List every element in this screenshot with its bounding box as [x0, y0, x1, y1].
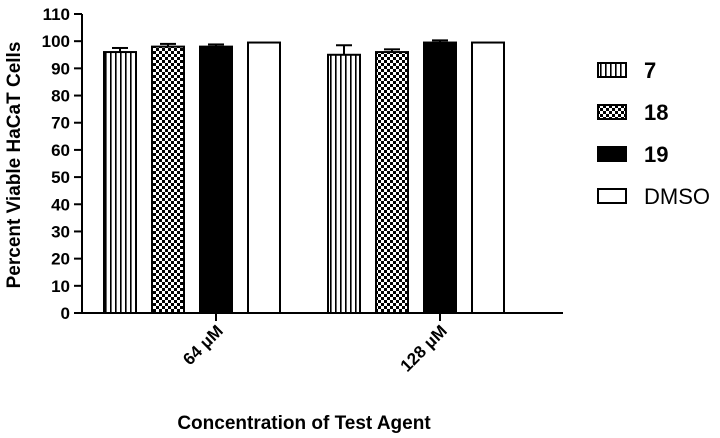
bar-18-64: [151, 45, 185, 314]
y-tick-label: 0: [61, 304, 70, 323]
y-tick-label: 30: [51, 222, 70, 241]
legend-swatch-19: [597, 146, 627, 162]
x-tick-label: 128 μM: [397, 321, 451, 375]
y-tick-label: 60: [51, 141, 70, 160]
x-ticks: 64 μM 128 μM: [179, 313, 451, 376]
legend-swatch-7: [597, 62, 627, 78]
y-tick-label: 20: [51, 250, 70, 269]
y-tick-label: 100: [42, 32, 70, 51]
y-tick-label: 40: [51, 195, 70, 214]
bar-7-128: [327, 53, 361, 314]
y-tick-label: 10: [51, 277, 70, 296]
x-axis-title: Concentration of Test Agent: [177, 413, 431, 434]
bar-18-128: [375, 51, 409, 315]
y-axis-title: Percent Viable HaCaT Cells: [4, 42, 25, 289]
y-tick-label: 80: [51, 87, 70, 106]
legend-label-7: 7: [644, 58, 656, 83]
bar-dmso-64: [247, 41, 281, 314]
y-axis-title-group: Percent Viable HaCaT Cells: [4, 42, 25, 289]
y-tick-label: 90: [51, 59, 70, 78]
x-tick-label: 64 μM: [179, 321, 227, 369]
legend-label-dmso: DMSO: [644, 184, 710, 209]
legend-swatch-dmso: [597, 188, 627, 204]
legend: 7 18 19 DMSO: [597, 58, 710, 209]
y-tick-label: 110: [43, 5, 70, 24]
bar-19-64: [199, 45, 233, 314]
bar-dmso-128: [471, 41, 505, 314]
legend-swatch-18: [597, 104, 627, 120]
legend-label-18: 18: [644, 100, 668, 125]
bars: [103, 39, 505, 315]
bar-19-128: [423, 41, 457, 314]
y-tick-label: 50: [51, 168, 70, 187]
bar-7-64: [103, 51, 137, 315]
y-tick-label: 70: [51, 114, 70, 133]
legend-label-19: 19: [644, 142, 668, 167]
y-ticks: 0 10 20 30 40 50 60 70 80 90 100 110: [42, 5, 82, 323]
